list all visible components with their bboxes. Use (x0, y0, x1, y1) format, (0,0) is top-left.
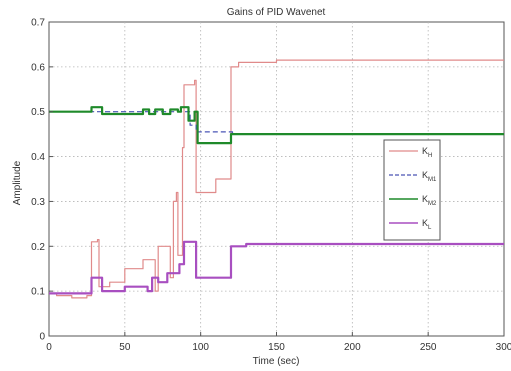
x-tick-label: 300 (496, 342, 511, 353)
y-tick-label: 0.4 (31, 152, 45, 163)
y-tick-label: 0 (39, 332, 45, 343)
y-tick-label: 0.3 (31, 197, 45, 208)
legend-label: KH (422, 146, 432, 159)
y-tick-label: 0.2 (31, 242, 45, 253)
ticks: 0 50 100 150 200 250 300 0 0.1 0.2 0.3 0.4 0.5 0.6 0.7 (31, 18, 511, 354)
legend-label: KM1 (422, 170, 437, 183)
x-tick-label: 200 (344, 342, 361, 353)
y-tick-label: 0.1 (31, 287, 45, 298)
y-tick-label: 0.7 (31, 18, 45, 29)
legend-label: KM2 (422, 194, 437, 207)
y-tick-label: 0.6 (31, 62, 45, 73)
series-line-k-l (49, 240, 504, 295)
x-axis-label: Time (sec) (253, 356, 300, 367)
series-line-k-h (49, 59, 504, 299)
y-axis-label: Amplitude (12, 160, 23, 205)
legend: KH KM1 KM2 KL (383, 139, 441, 241)
chart-title: Gains of PID Wavenet (227, 7, 326, 18)
series-line-k-m2 (49, 106, 504, 145)
y-tick-label: 0.5 (31, 107, 45, 118)
x-tick-label: 100 (192, 342, 209, 353)
x-tick-label: 50 (119, 342, 131, 353)
legend-label: KL (422, 218, 432, 231)
series-layer (49, 59, 504, 299)
x-tick-label: 0 (46, 342, 52, 353)
x-tick-label: 150 (268, 342, 285, 353)
x-tick-label: 250 (420, 342, 437, 353)
